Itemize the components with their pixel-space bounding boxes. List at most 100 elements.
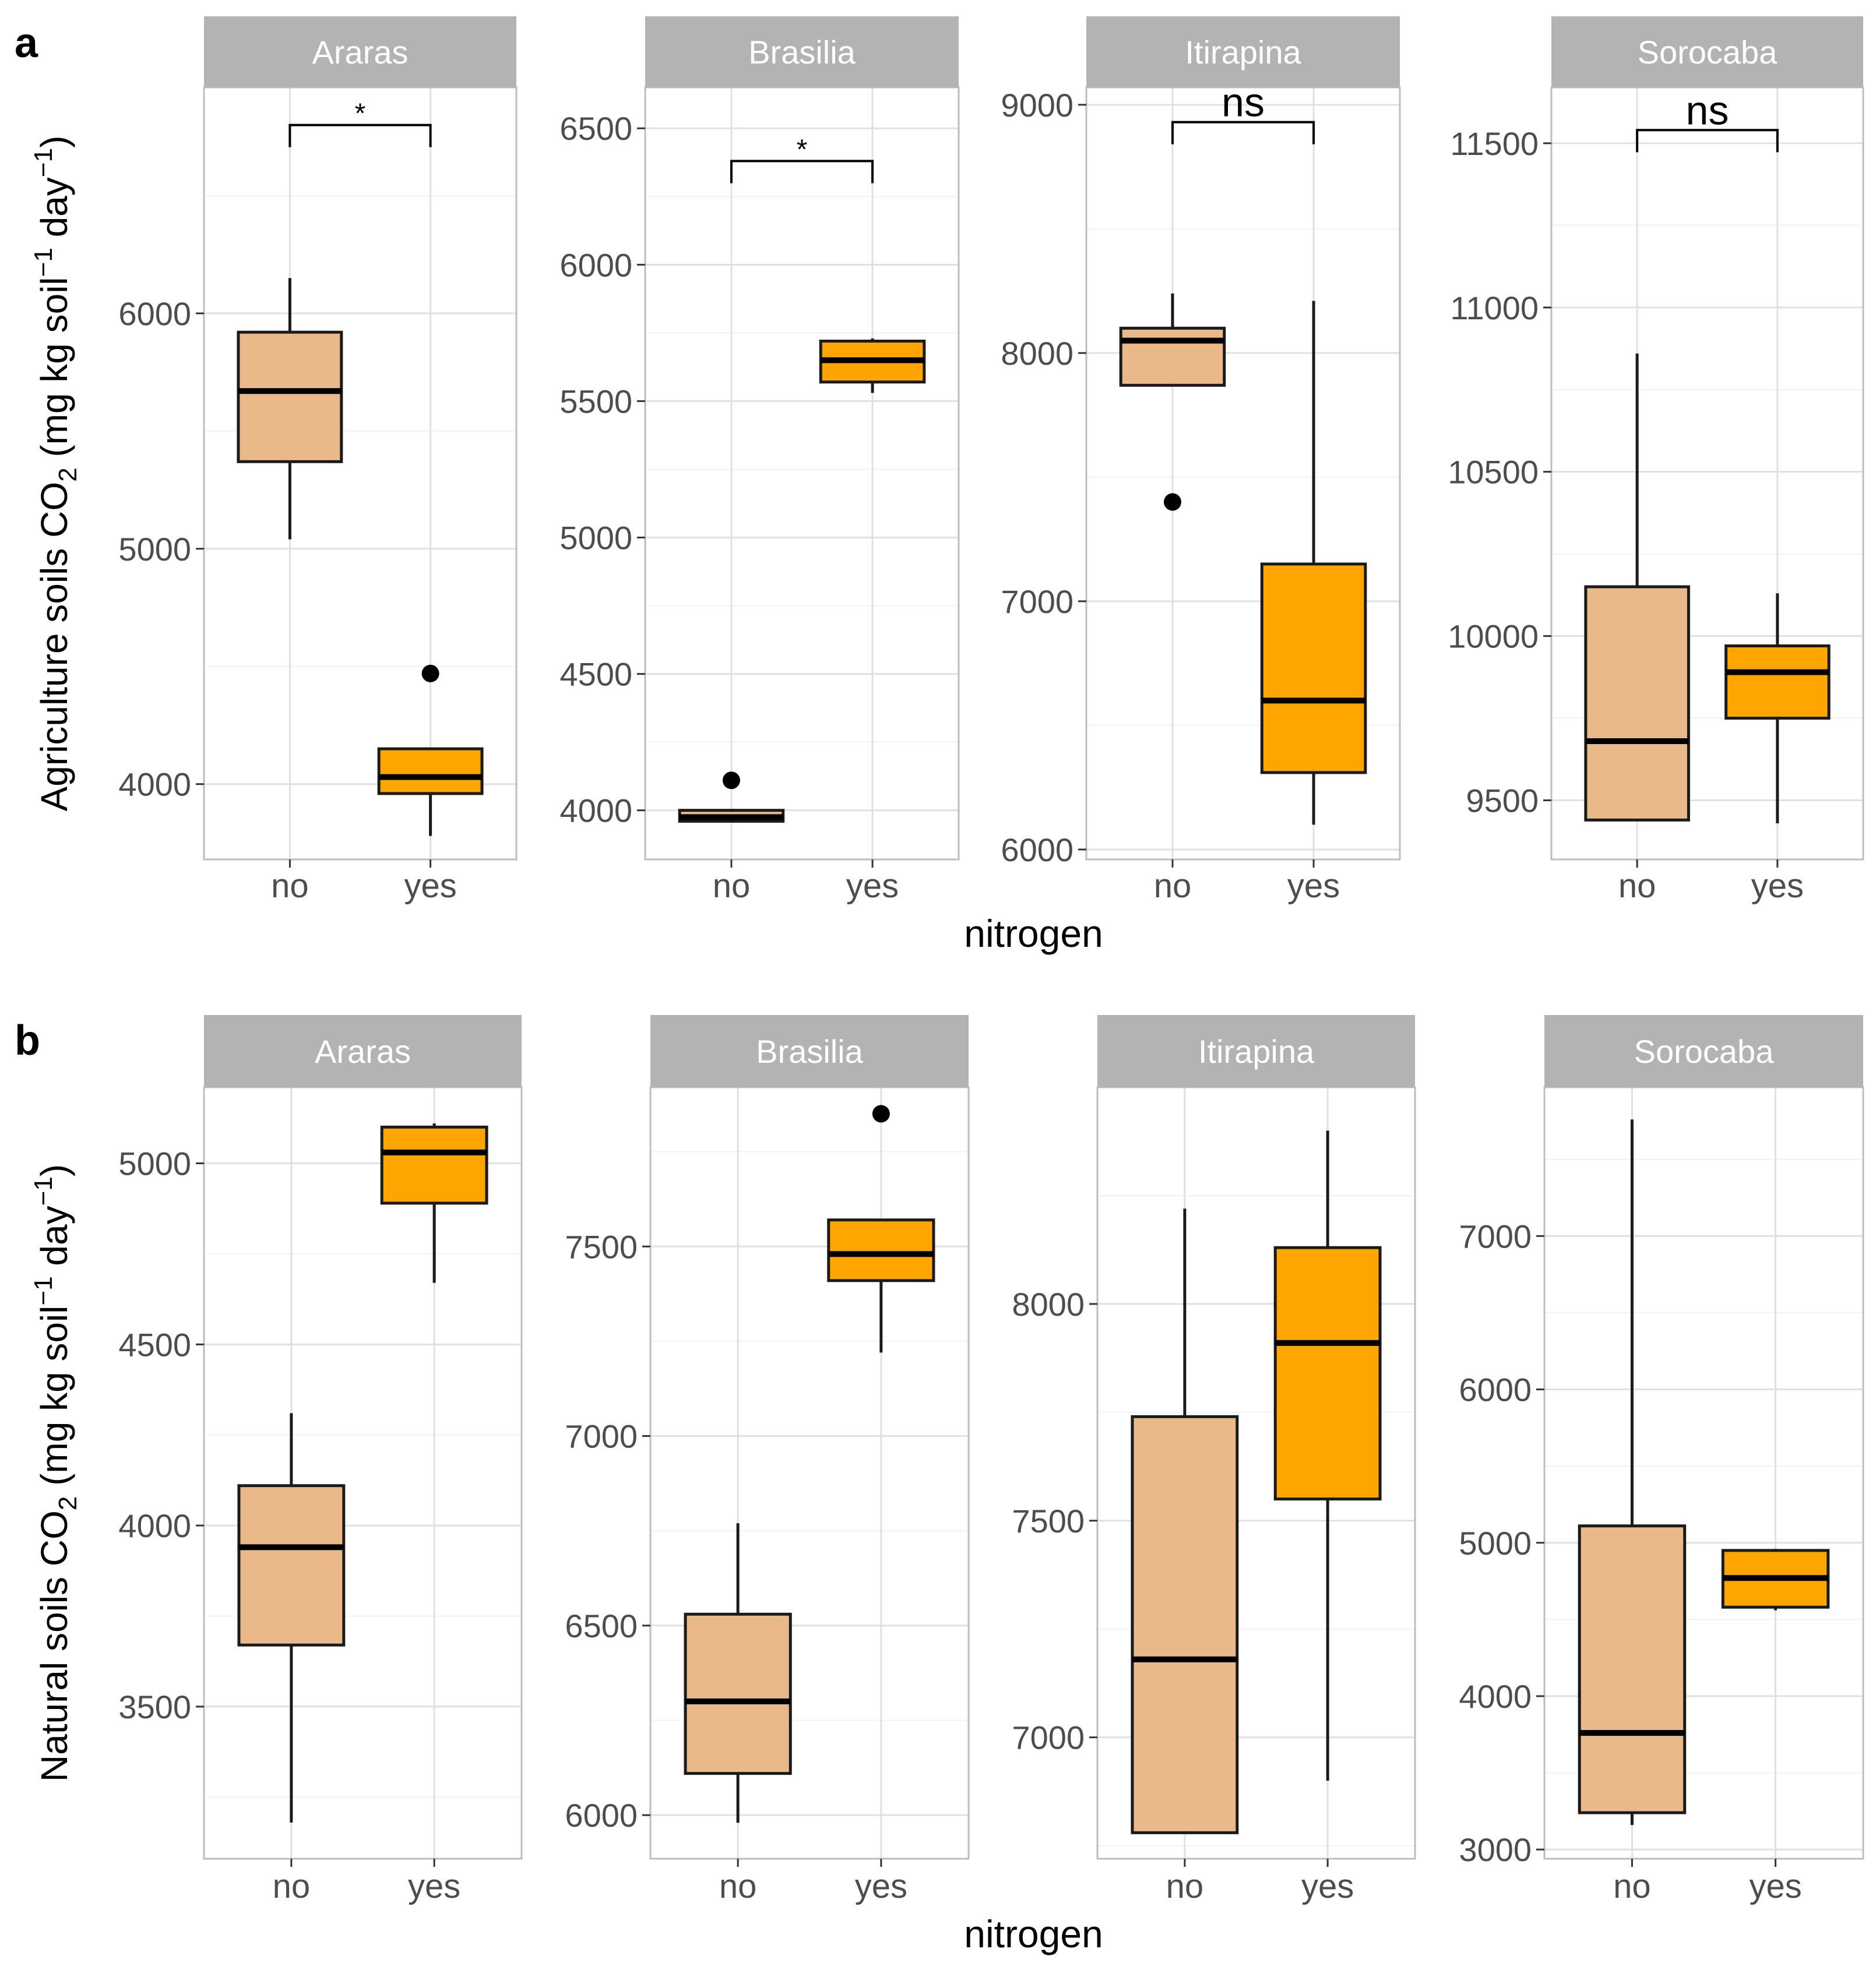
boxplot-no	[1578, 1119, 1687, 1826]
boxplot-yes	[819, 338, 926, 393]
facet-strip-label: Araras	[315, 1033, 411, 1070]
y-tick-label: 5000	[559, 520, 632, 556]
x-tick-label: no	[713, 867, 751, 905]
y-tick-label: 9000	[1001, 87, 1073, 124]
y-tick-label: 7000	[1001, 583, 1073, 620]
x-tick-label: yes	[1749, 1867, 1801, 1905]
x-tick-label: no	[1166, 1867, 1204, 1905]
y-axis-title-part: Natural soils CO	[33, 1510, 75, 1782]
box-iqr	[237, 330, 343, 463]
facet-strip-label: Itirapina	[1185, 34, 1301, 71]
y-tick-label: 8000	[1001, 335, 1073, 372]
significance-label: *	[797, 134, 808, 165]
y-tick-label: 4000	[1459, 1678, 1532, 1715]
x-tick-label: yes	[404, 867, 456, 905]
x-tick-label: no	[1618, 867, 1656, 905]
facet-brasilia: * Brasilia 4000 4500 5000 5500 6000 6500 no yes	[559, 16, 960, 905]
boxplot-no	[237, 1413, 346, 1823]
y-tick-label: 4000	[559, 792, 632, 829]
y-axis-title-superscript: −1	[29, 248, 58, 277]
boxplot-no	[678, 771, 785, 823]
y-tick-label: 6000	[565, 1797, 638, 1834]
box-iqr	[1578, 1524, 1687, 1814]
x-axis-title: nitrogen	[964, 912, 1103, 955]
boxplot-no	[237, 278, 343, 540]
significance-bracket	[730, 160, 874, 184]
boxplot-no	[1584, 353, 1690, 822]
facet-itirapina: Itirapina 7000 7500 8000 no yes	[1012, 1015, 1416, 1905]
facet-sorocaba: ns Sorocaba 9500 10000 10500 11000 11500 no yes	[1448, 16, 1864, 905]
y-tick-label: 3000	[1459, 1831, 1532, 1868]
y-axis-title-part: Agriculture soils CO	[33, 482, 75, 812]
box-iqr	[237, 1484, 346, 1647]
y-axis-title-superscript: −1	[29, 148, 58, 177]
boxplot-yes	[1724, 593, 1831, 823]
box-iqr	[827, 1218, 935, 1282]
box-iqr	[380, 1125, 488, 1205]
y-tick-label: 6000	[559, 246, 632, 283]
outlier-point	[1163, 493, 1181, 511]
y-tick-label: 6000	[1459, 1372, 1532, 1408]
y-tick-label: 6500	[565, 1608, 638, 1644]
facet-strip	[204, 1015, 522, 1087]
y-tick-label: 7500	[1012, 1503, 1085, 1539]
y-tick-label: 11000	[1450, 290, 1539, 326]
facet-strip	[645, 16, 959, 87]
y-tick-label: 4500	[559, 656, 632, 693]
y-tick-label: 5500	[559, 383, 632, 420]
facet-strip-label: Itirapina	[1198, 1033, 1315, 1070]
y-tick-label: 6500	[559, 110, 632, 147]
x-tick-label: yes	[1301, 1867, 1354, 1905]
box-iqr	[1260, 562, 1367, 774]
boxplot-yes	[1260, 301, 1367, 825]
facet-strip-label: Araras	[312, 34, 409, 71]
box-iqr	[1119, 326, 1226, 387]
y-tick-label: 8000	[1012, 1286, 1085, 1323]
outlier-point	[872, 1105, 890, 1123]
y-tick-label: 6000	[1001, 831, 1073, 868]
facet-araras: Araras 3500 4000 4500 5000 no yes	[118, 1015, 523, 1905]
y-axis-title-subscript: 2	[54, 467, 82, 481]
significance-bracket	[288, 124, 432, 147]
panel-background	[204, 1087, 522, 1859]
y-tick-label: 9500	[1466, 783, 1539, 819]
boxplot-yes	[1721, 1549, 1830, 1611]
x-tick-label: yes	[1287, 867, 1340, 905]
x-tick-label: no	[719, 1867, 757, 1905]
y-tick-label: 5000	[118, 531, 191, 568]
panel-background	[645, 87, 959, 859]
box-iqr	[1131, 1415, 1239, 1834]
facet-brasilia: Brasilia 6000 6500 7000 7500 no yes	[565, 1015, 970, 1905]
boxplot-no	[1119, 293, 1226, 511]
panel-letter: b	[15, 1017, 40, 1064]
boxplot-yes	[1273, 1130, 1382, 1781]
boxplot-no	[1131, 1208, 1239, 1834]
y-axis-title: Agriculture soils CO2 (mg kg soil−1 day−…	[29, 136, 82, 812]
facet-strip	[1086, 16, 1400, 87]
significance-label: *	[355, 98, 366, 129]
facet-araras: * Araras 4000 5000 6000 no yes	[118, 16, 518, 905]
y-tick-label: 7000	[565, 1418, 638, 1455]
boxplot-no	[684, 1523, 792, 1823]
facet-strip	[650, 1015, 969, 1087]
significance-bracket	[1636, 129, 1779, 153]
boxplot-yes	[380, 1123, 488, 1283]
y-tick-label: 6000	[118, 295, 191, 332]
facet-strip-label: Sorocaba	[1634, 1033, 1775, 1070]
x-tick-label: no	[1613, 1867, 1651, 1905]
significance-bracket	[1171, 121, 1315, 145]
box-iqr	[377, 747, 484, 795]
facet-strip-label: Brasilia	[756, 1033, 863, 1070]
y-tick-label: 7000	[1012, 1719, 1085, 1756]
y-axis-title: Natural soils CO2 (mg kg soil−1 day−1)	[29, 1164, 82, 1782]
panel-letter: a	[15, 20, 38, 66]
plot-root: a Agriculture soils CO2 (mg kg soil−1 day…	[15, 16, 1864, 1955]
significance-label: ns	[1686, 87, 1729, 133]
facet-sorocaba: Sorocaba 3000 4000 5000 6000 7000 no yes	[1459, 1015, 1864, 1905]
outlier-point	[421, 664, 439, 682]
chart-row-b: b Natural soils CO2 (mg kg soil−1 day−1) n…	[15, 1015, 1864, 1955]
y-tick-label: 7500	[565, 1228, 638, 1265]
y-tick-label: 7000	[1459, 1218, 1532, 1254]
